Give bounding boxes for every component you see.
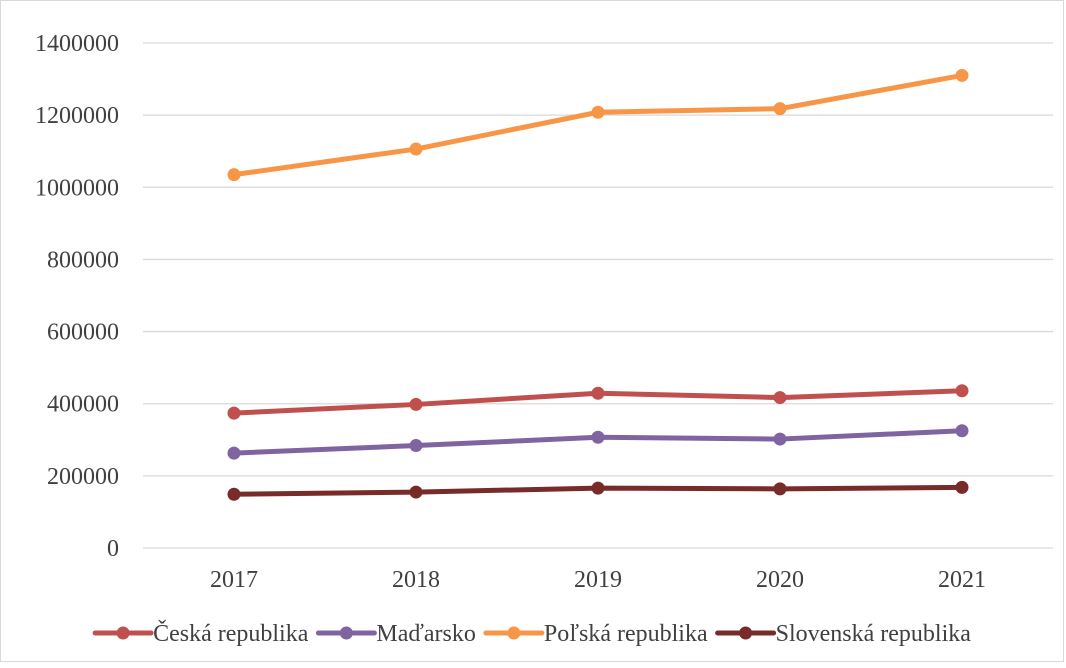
y-tick-label: 800000 (47, 247, 119, 273)
data-point (591, 430, 605, 444)
data-point (955, 384, 969, 398)
y-tick-label: 1000000 (35, 175, 119, 201)
legend-marker-icon (739, 626, 753, 640)
data-point (773, 432, 787, 446)
data-point (409, 485, 423, 499)
legend-label: Česká republika (153, 620, 309, 647)
data-point (409, 142, 423, 156)
y-tick-label: 0 (107, 536, 119, 562)
data-point (773, 102, 787, 116)
x-axis-tick-labels: 2017 2018 2019 2020 2021 (210, 567, 986, 593)
legend-label: Slovenská republika (776, 621, 972, 647)
data-point (409, 439, 423, 453)
gridlines (143, 42, 1053, 549)
legend-item: Slovenská republika (715, 621, 972, 647)
x-tick-label: 2021 (938, 567, 986, 593)
data-point (227, 446, 241, 460)
data-point (227, 406, 241, 420)
data-point (591, 105, 605, 119)
legend-item: Maďarsko (315, 621, 476, 647)
series-4 (227, 480, 969, 501)
legend: Česká republika Maďarsko Poľská republika S… (92, 620, 972, 647)
series-lines (227, 68, 969, 501)
legend-marker-icon (507, 626, 521, 640)
legend-item: Poľská republika (483, 621, 708, 647)
data-point (773, 391, 787, 405)
legend-label: Maďarsko (376, 621, 476, 647)
legend-label: Poľská republika (544, 621, 708, 647)
data-point (955, 480, 969, 494)
y-tick-label: 1400000 (35, 31, 119, 57)
series-3 (227, 68, 969, 182)
legend-marker-icon (116, 626, 130, 640)
x-tick-label: 2017 (210, 567, 258, 593)
y-axis-tick-labels: 0 200000 400000 600000 800000 1000000 1200000 1… (35, 31, 119, 562)
data-point (227, 168, 241, 182)
series-line (231, 72, 965, 178)
x-tick-label: 2019 (574, 567, 622, 593)
series-1 (227, 384, 969, 420)
legend-item: Česká republika (92, 620, 309, 647)
series-2 (227, 424, 969, 460)
data-point (409, 397, 423, 411)
data-point (227, 487, 241, 501)
y-tick-label: 400000 (47, 392, 119, 418)
y-tick-label: 600000 (47, 320, 119, 346)
data-point (955, 68, 969, 82)
x-tick-label: 2018 (392, 567, 440, 593)
y-tick-label: 200000 (47, 464, 119, 490)
data-point (955, 424, 969, 438)
x-tick-label: 2020 (756, 567, 804, 593)
data-point (773, 482, 787, 496)
data-point (591, 481, 605, 495)
data-point (591, 386, 605, 400)
legend-marker-icon (339, 626, 353, 640)
y-tick-label: 1200000 (35, 103, 119, 129)
